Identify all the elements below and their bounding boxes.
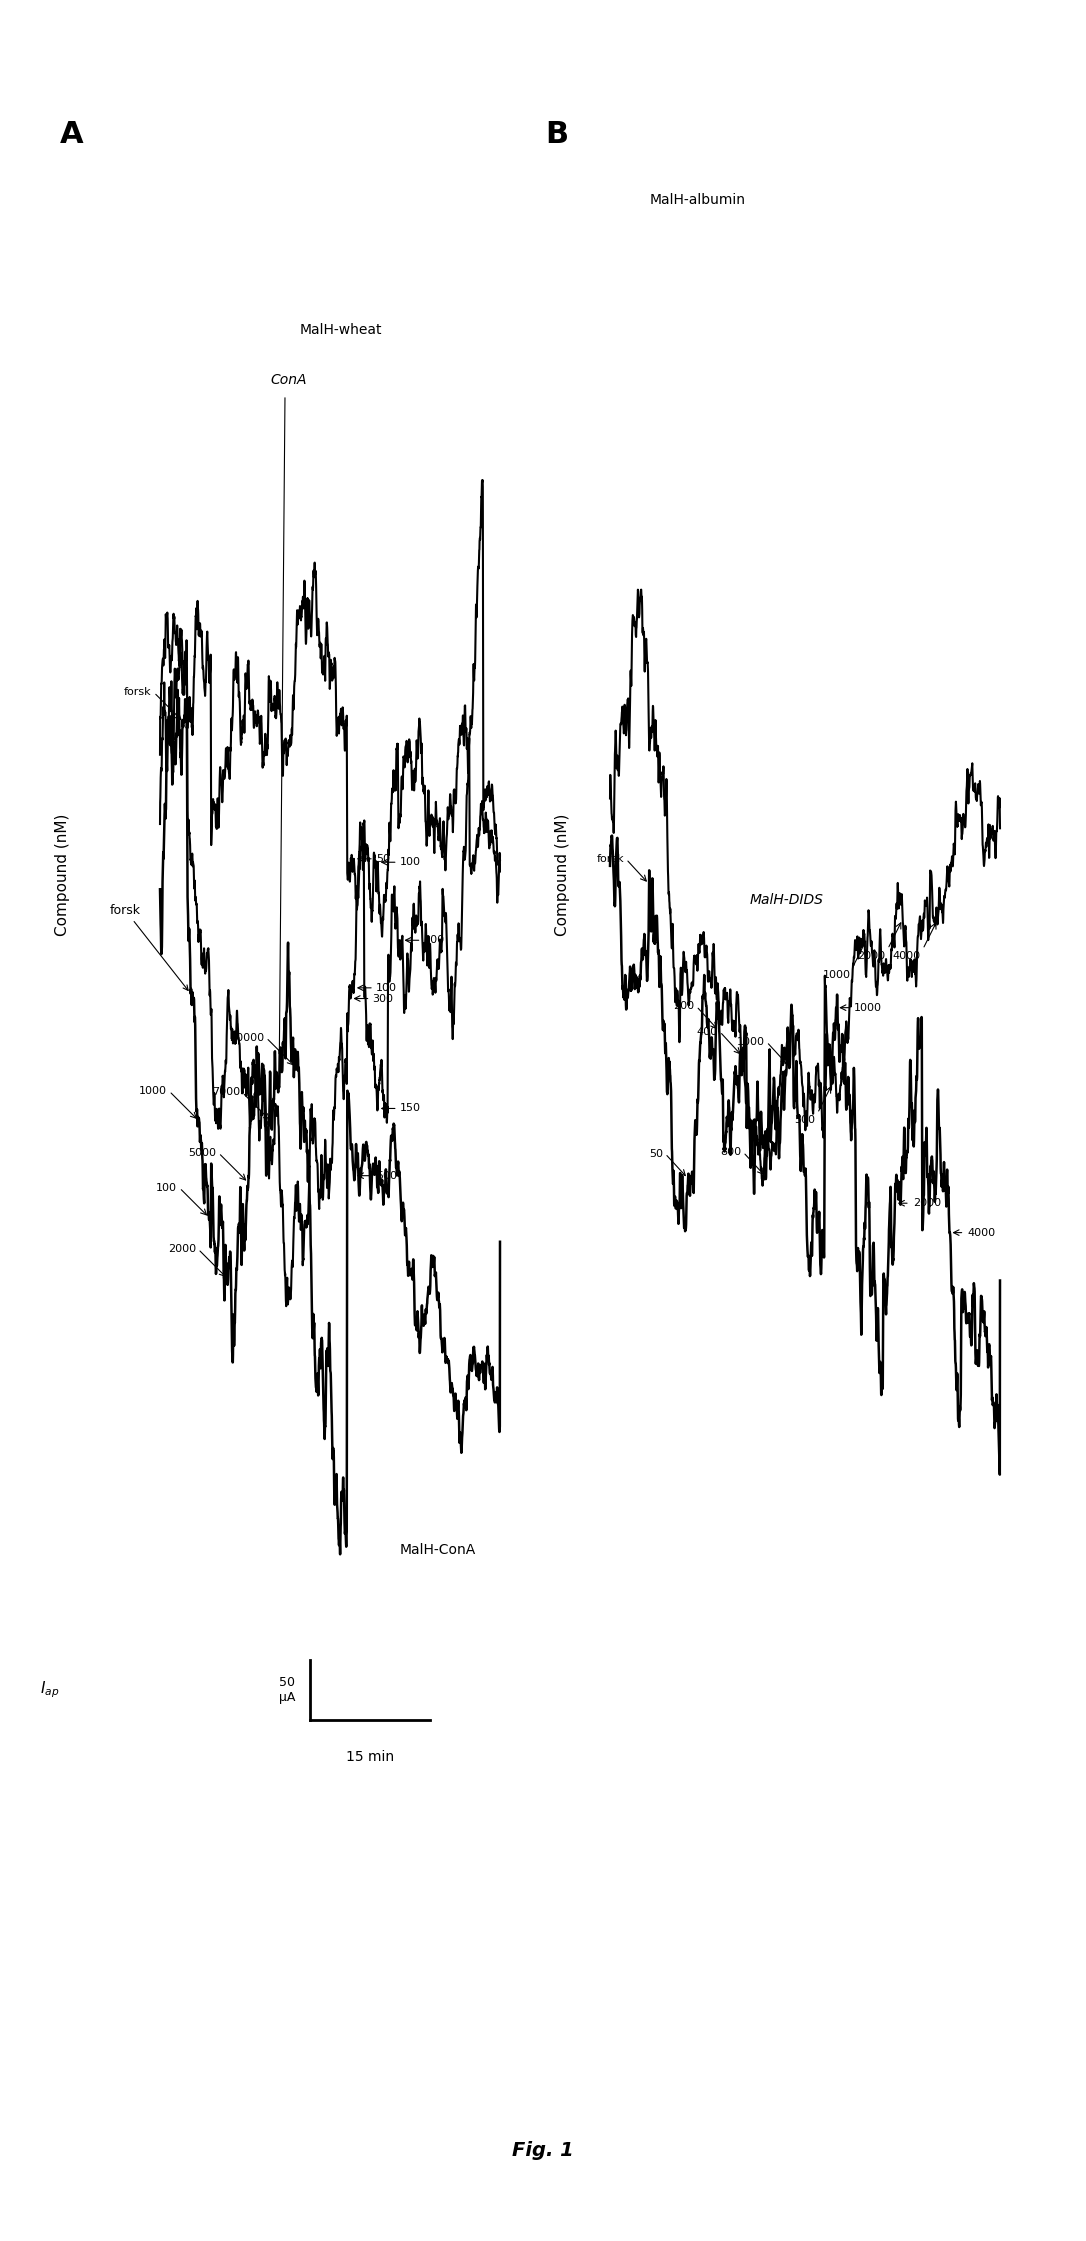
Text: 1000: 1000 bbox=[736, 1038, 765, 1047]
Text: Compound (nM): Compound (nM) bbox=[555, 813, 569, 937]
Text: MalH-DIDS: MalH-DIDS bbox=[750, 892, 824, 908]
Text: 50: 50 bbox=[376, 854, 390, 863]
Text: 1000: 1000 bbox=[822, 970, 850, 979]
Text: 200: 200 bbox=[424, 934, 444, 946]
Text: 15 min: 15 min bbox=[346, 1750, 394, 1764]
Text: MalH-ConA: MalH-ConA bbox=[400, 1544, 477, 1557]
Text: 2000: 2000 bbox=[858, 950, 886, 961]
Text: 300: 300 bbox=[372, 993, 393, 1004]
Text: 100: 100 bbox=[376, 984, 396, 993]
Text: 150: 150 bbox=[400, 1103, 420, 1114]
Text: 2000: 2000 bbox=[913, 1199, 940, 1208]
Text: A: A bbox=[60, 121, 84, 148]
Text: MalH-albumin: MalH-albumin bbox=[651, 193, 746, 206]
Text: 100: 100 bbox=[400, 858, 420, 867]
Text: 2000: 2000 bbox=[168, 1244, 197, 1255]
Text: 5000: 5000 bbox=[189, 1147, 216, 1159]
Text: forsk: forsk bbox=[596, 854, 624, 865]
Text: 500: 500 bbox=[795, 1116, 816, 1125]
Text: B: B bbox=[545, 121, 568, 148]
Text: 7000: 7000 bbox=[212, 1087, 240, 1098]
Text: 100: 100 bbox=[156, 1183, 177, 1192]
Text: 20000: 20000 bbox=[229, 1033, 264, 1042]
Text: 50: 50 bbox=[649, 1150, 664, 1159]
Text: Compound (nM): Compound (nM) bbox=[54, 813, 70, 937]
Text: 4000: 4000 bbox=[893, 952, 921, 961]
Text: 4000: 4000 bbox=[968, 1228, 996, 1237]
Text: 1000: 1000 bbox=[139, 1087, 167, 1096]
Text: 1000: 1000 bbox=[855, 1002, 882, 1013]
Text: MalH-wheat: MalH-wheat bbox=[300, 323, 382, 336]
Text: forsk: forsk bbox=[124, 688, 152, 697]
Text: Fig. 1: Fig. 1 bbox=[513, 2140, 573, 2160]
Text: 400: 400 bbox=[696, 1026, 718, 1038]
Text: 800: 800 bbox=[720, 1147, 741, 1156]
Text: ConA: ConA bbox=[270, 372, 306, 388]
Text: $I_{ap}$: $I_{ap}$ bbox=[40, 1681, 60, 1701]
Text: forsk: forsk bbox=[110, 903, 188, 991]
Text: 500: 500 bbox=[376, 1170, 396, 1181]
Text: 200: 200 bbox=[673, 1002, 694, 1011]
Text: 50
μA: 50 μA bbox=[279, 1676, 295, 1703]
